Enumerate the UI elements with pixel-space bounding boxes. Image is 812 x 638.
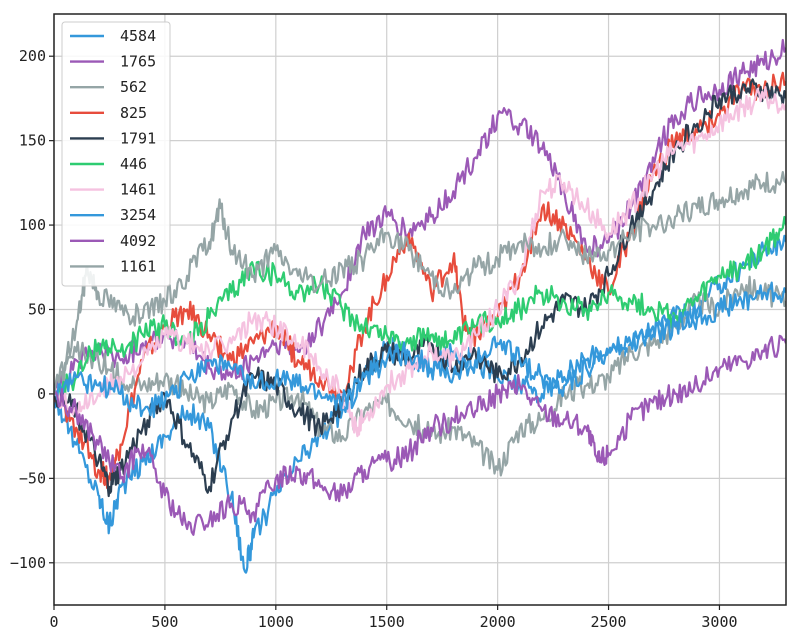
series-line-1161 bbox=[54, 171, 786, 395]
legend-label-1765: 1765 bbox=[120, 53, 156, 71]
legend-label-1161: 1161 bbox=[120, 257, 156, 275]
x-tick-label: 1000 bbox=[258, 613, 294, 631]
x-tick-label: 500 bbox=[151, 613, 178, 631]
x-tick-label: 2000 bbox=[480, 613, 516, 631]
x-axis-ticks: 0 500 1000 1500 2000 2500 3000 bbox=[49, 605, 738, 631]
series-line-446 bbox=[54, 215, 786, 396]
y-tick-label: 150 bbox=[19, 132, 46, 150]
legend-label-1791: 1791 bbox=[120, 129, 156, 147]
y-tick-label: 50 bbox=[28, 301, 46, 319]
y-tick-label: −100 bbox=[10, 554, 46, 572]
legend-label-4584: 4584 bbox=[120, 27, 156, 45]
series-lines bbox=[54, 38, 786, 574]
legend-label-3254: 3254 bbox=[120, 206, 156, 224]
y-tick-label: −50 bbox=[19, 469, 46, 487]
y-tick-label: 0 bbox=[37, 385, 46, 403]
y-tick-label: 100 bbox=[19, 216, 46, 234]
legend-label-825: 825 bbox=[120, 104, 147, 122]
x-tick-label: 0 bbox=[49, 613, 58, 631]
legend-label-446: 446 bbox=[120, 155, 147, 173]
y-axis-ticks: −100 −50 0 50 100 150 200 bbox=[10, 47, 54, 572]
series-line-4092 bbox=[54, 334, 786, 536]
series-line-1461 bbox=[54, 86, 786, 438]
x-tick-label: 2500 bbox=[590, 613, 626, 631]
legend-label-4092: 4092 bbox=[120, 232, 156, 250]
legend-label-1461: 1461 bbox=[120, 181, 156, 199]
x-tick-label: 1500 bbox=[369, 613, 405, 631]
y-tick-label: 200 bbox=[19, 47, 46, 65]
legend-label-562: 562 bbox=[120, 78, 147, 96]
x-tick-label: 3000 bbox=[701, 613, 737, 631]
legend: 4584 1765 562 825 1791 446 1461 3254 4092 1161 bbox=[61, 21, 171, 287]
series-line-3254 bbox=[54, 281, 786, 419]
